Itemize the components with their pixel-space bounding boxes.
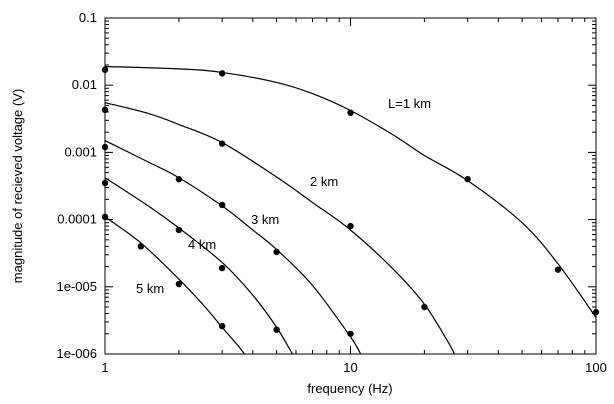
series-label: 3 km bbox=[251, 212, 279, 227]
data-point bbox=[273, 248, 280, 256]
data-point bbox=[101, 106, 109, 114]
series-label: 4 km bbox=[188, 237, 216, 252]
data-point bbox=[175, 175, 183, 183]
y-tick-label: 1e-005 bbox=[57, 279, 97, 294]
x-tick-label: 100 bbox=[585, 360, 607, 375]
data-point bbox=[273, 326, 280, 333]
data-point bbox=[592, 308, 600, 316]
data-point bbox=[464, 175, 471, 183]
data-point bbox=[554, 266, 562, 273]
y-tick-label: 0.0001 bbox=[57, 212, 97, 227]
x-tick-label: 1 bbox=[101, 360, 108, 375]
data-point bbox=[218, 322, 226, 330]
data-point bbox=[101, 179, 109, 187]
data-point bbox=[218, 70, 226, 77]
data-point bbox=[347, 109, 354, 116]
series-curve bbox=[104, 102, 455, 355]
series-label: 2 km bbox=[310, 174, 338, 189]
data-point bbox=[175, 226, 183, 234]
y-tick-label: 0.1 bbox=[79, 10, 97, 25]
series-label: 5 km bbox=[136, 281, 164, 296]
series-curve bbox=[104, 216, 245, 355]
data-point bbox=[101, 66, 109, 73]
data-point bbox=[347, 222, 354, 230]
x-axis-title: frequency (Hz) bbox=[307, 381, 392, 396]
data-point bbox=[175, 280, 183, 288]
x-tick-label: 10 bbox=[343, 360, 357, 375]
y-tick-label: 0.01 bbox=[72, 77, 97, 92]
data-point bbox=[137, 243, 145, 250]
data-point bbox=[218, 201, 226, 209]
data-point bbox=[421, 303, 428, 311]
series-curve bbox=[104, 140, 362, 355]
data-point bbox=[218, 264, 226, 272]
series-curve bbox=[104, 177, 293, 355]
series-curve bbox=[104, 65, 597, 318]
data-point bbox=[347, 330, 354, 337]
y-tick-label: 1e-006 bbox=[57, 346, 97, 361]
series-label: L=1 km bbox=[388, 96, 431, 111]
data-point bbox=[218, 140, 226, 147]
y-axis-title: magnitude of recieved voltage (V) bbox=[10, 89, 25, 283]
data-point bbox=[101, 213, 109, 221]
data-point bbox=[101, 143, 109, 151]
y-tick-label: 0.001 bbox=[64, 144, 97, 159]
